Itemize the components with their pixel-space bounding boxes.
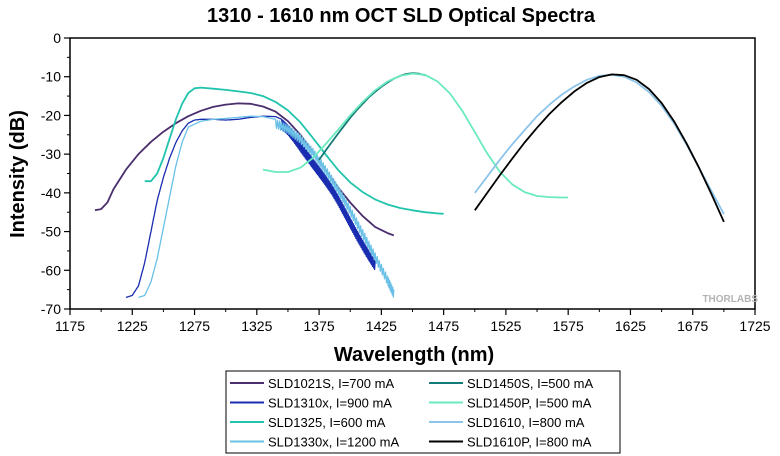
series-line-sld1330x-i-1200-ma xyxy=(138,115,395,299)
x-tick-label: 1425 xyxy=(366,318,397,334)
legend-label: SLD1310x, I=900 mA xyxy=(268,396,392,411)
legend-label: SLD1450S, I=500 mA xyxy=(467,376,593,391)
plot-frame xyxy=(69,37,756,310)
series-line-sld1450p-i-500-ma xyxy=(262,72,569,199)
series-line-sld1021s-i-700-ma xyxy=(94,102,395,237)
legend: SLD1021S, I=700 mA SLD1310x, I=900 mA SLD1… xyxy=(225,370,621,454)
x-tick-label: 1725 xyxy=(739,318,770,334)
x-tick-label: 1225 xyxy=(117,318,148,334)
x-tick-label: 1475 xyxy=(428,318,459,334)
y-tick-label: -10 xyxy=(41,69,61,85)
series-line-sld1325-i-600-ma xyxy=(144,86,444,215)
y-tick-label: -70 xyxy=(41,301,61,317)
x-axis-title: Wavelength (nm) xyxy=(334,344,494,366)
y-tick-label: -40 xyxy=(41,185,61,201)
x-tick-label: 1175 xyxy=(55,318,85,334)
series-line-sld1450s-i-500-ma xyxy=(318,72,426,161)
legend-box xyxy=(225,370,621,454)
series-layer xyxy=(94,72,725,299)
series-line-sld1610p-i-800-ma xyxy=(474,73,725,223)
x-tick-label: 1275 xyxy=(179,318,210,334)
y-axis-title: Intensity (dB) xyxy=(7,110,29,238)
thorlabs-watermark: THORLABS xyxy=(702,294,758,305)
axes-layer: 1175 1225 1275 1325 1375 1425 1475 1525 1575 1625… xyxy=(41,30,771,334)
legend-label: SLD1325, I=600 mA xyxy=(268,415,386,430)
x-tick-label: 1675 xyxy=(677,318,708,334)
legend-label: SLD1450P, I=500 mA xyxy=(467,396,592,411)
legend-label: SLD1610P, I=800 mA xyxy=(467,435,592,450)
chart-title: 1310 - 1610 nm OCT SLD Optical Spectra xyxy=(207,5,596,27)
y-tick-label: -50 xyxy=(41,224,61,240)
x-tick-label: 1375 xyxy=(304,318,335,334)
y-tick-label: -20 xyxy=(41,107,61,123)
legend-label: SLD1330x, I=1200 mA xyxy=(268,435,399,450)
y-tick-label: 0 xyxy=(53,30,61,46)
x-tick-label: 1575 xyxy=(553,318,584,334)
series-line-sld1310x-i-900-ma xyxy=(125,115,376,299)
y-tick-label: -30 xyxy=(41,146,61,162)
x-tick-label: 1525 xyxy=(490,318,521,334)
y-tick-label: -60 xyxy=(41,262,61,278)
x-tick-label: 1625 xyxy=(615,318,646,334)
legend-label: SLD1021S, I=700 mA xyxy=(268,376,394,391)
legend-label: SLD1610, I=800 mA xyxy=(467,415,585,430)
x-tick-label: 1325 xyxy=(241,318,272,334)
